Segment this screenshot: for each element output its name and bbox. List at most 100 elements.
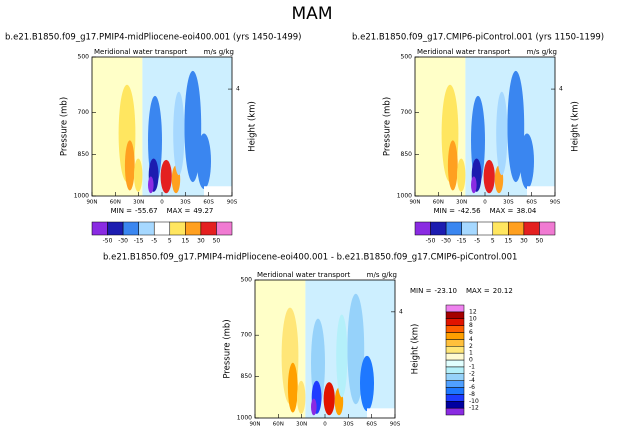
colorbar-box [445, 352, 465, 361]
colorbar-box [445, 387, 465, 395]
y-tick-label: 850 [241, 373, 253, 380]
colorbar-box [476, 221, 494, 236]
colorbar-box [138, 221, 155, 236]
panel-title: b.e21.B1850.f09_g17.CMIP6-piControl.001 … [352, 33, 604, 43]
colorbar-box [445, 325, 465, 333]
x-tick-label: 30S [180, 200, 191, 206]
colorbar-label: -50 [426, 238, 436, 245]
colorbar-label: 30 [197, 238, 205, 245]
colorbar-label: -1 [469, 363, 475, 370]
colorbar-box [539, 221, 556, 236]
colorbar-label: 6 [469, 329, 473, 336]
y-axis-label: Pressure (mb) [60, 97, 70, 156]
contour-fill [507, 70, 525, 183]
colorbar-label: 15 [505, 238, 513, 245]
colorbar-label: 12 [469, 308, 477, 315]
y2-axis-label: Height (km) [248, 101, 258, 152]
colorbar-label: -30 [441, 238, 451, 245]
y2-tick-label: 4 [559, 86, 563, 93]
colorbar-box [523, 221, 540, 236]
topography [367, 408, 395, 418]
min-max: MIN = -42.56 MAX = 38.04 [434, 207, 537, 215]
y-tick-label: 700 [401, 109, 413, 116]
colorbar-box [508, 221, 525, 236]
colorbar-label: 4 [469, 336, 473, 343]
min-max-part: MAX = [490, 207, 514, 215]
colorbar-label: 0 [469, 357, 473, 364]
x-tick-label: 60N [110, 200, 121, 206]
figure-title: MAM [292, 4, 333, 24]
colorbar-box [445, 221, 462, 236]
min-max-part: 38.04 [516, 207, 537, 215]
min-max-part: MAX = [466, 287, 490, 295]
y-tick-label: 500 [241, 277, 253, 284]
y-tick-label: 1000 [74, 193, 89, 200]
colorbar-box [107, 221, 124, 236]
y-tick-label: 500 [78, 54, 90, 61]
colorbar-box [445, 339, 465, 347]
contour-fill [148, 176, 154, 194]
x-tick-label: 90S [550, 200, 561, 206]
contour-fill [483, 159, 495, 194]
panel-subtitle: Meridional water transport [257, 271, 351, 279]
panel-units: m/s g/kg [367, 271, 397, 279]
y-axis-label: Pressure (mb) [383, 97, 393, 156]
contour-fill [184, 70, 202, 183]
panel-title: b.e21.B1850.f09_g17.PMIP4-midPliocene-eo… [103, 253, 517, 263]
colorbar-label: 1 [469, 350, 473, 357]
contour-fill [347, 293, 365, 405]
x-tick-label: 60N [273, 422, 284, 428]
panel-units: m/s g/kg [204, 48, 234, 56]
colorbar-label: -15 [134, 238, 144, 245]
x-tick-label: 60S [203, 200, 214, 206]
colorbar-label: 5 [168, 238, 172, 245]
colorbar-label: 30 [520, 238, 528, 245]
min-max-part: 20.12 [493, 287, 513, 295]
colorbar-label: -10 [469, 398, 479, 405]
x-tick-label: 0 [483, 200, 487, 206]
contour-fill [323, 382, 335, 416]
min-max: MIN = -55.67 MAX = 49.27 [111, 207, 214, 215]
colorbar-label: -5 [474, 238, 480, 245]
y-tick-label: 1000 [237, 415, 252, 422]
x-tick-label: 90N [249, 422, 260, 428]
y-axis-label: Pressure (mb) [223, 319, 233, 378]
colorbar-box [445, 318, 465, 326]
y2-tick-label: 4 [399, 308, 403, 315]
min-max-part: MIN = [434, 207, 456, 215]
x-tick-label: 30N [456, 200, 467, 206]
colorbar-label: 10 [469, 315, 477, 322]
colorbar-box [445, 373, 465, 381]
colorbar-label: 2 [469, 343, 473, 350]
contour-fill [360, 355, 374, 412]
colorbar-label: 5 [491, 238, 495, 245]
min-max-part: MAX = [167, 207, 191, 215]
colorbar-label: 15 [182, 238, 190, 245]
colorbar-box [169, 221, 186, 236]
colorbar-box [461, 221, 478, 236]
colorbar-label: -4 [469, 377, 475, 384]
x-tick-label: 30N [133, 200, 144, 206]
x-tick-label: 60S [366, 422, 377, 428]
colorbar-box [91, 221, 108, 236]
x-tick-label: 60S [526, 200, 537, 206]
contour-field [92, 57, 232, 196]
colorbar-label: -5 [151, 238, 157, 245]
contour-fill [457, 158, 466, 192]
colorbar-label: 8 [469, 322, 473, 329]
x-tick-label: 0 [323, 422, 327, 428]
panel-title: b.e21.B1850.f09_g17.PMIP4-midPliocene-eo… [5, 33, 301, 43]
panel-subtitle: Meridional water transport [94, 48, 188, 56]
colorbar-box [445, 346, 465, 354]
min-max: MIN = -23.10 MAX = 20.12 [410, 287, 513, 295]
colorbar-box [216, 221, 233, 236]
colorbar-box [492, 221, 509, 236]
panel-units: m/s g/kg [527, 48, 557, 56]
colorbar-label: -8 [469, 391, 475, 398]
colorbar-box [445, 332, 465, 340]
min-max-part: -55.67 [135, 207, 158, 215]
panel-subtitle: Meridional water transport [417, 48, 511, 56]
y2-axis-label: Height (km) [411, 324, 421, 375]
colorbar-box [414, 221, 431, 236]
